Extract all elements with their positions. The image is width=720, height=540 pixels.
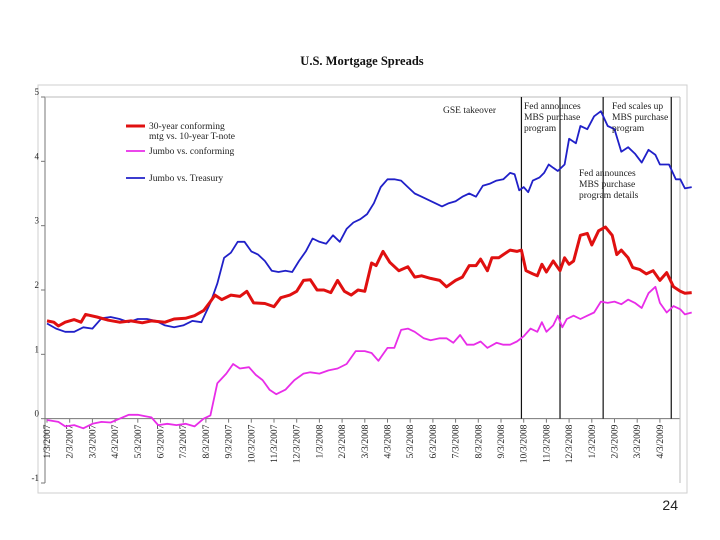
y-tick-label: 3 [35,216,40,226]
x-tick-label: 10/3/2008 [520,424,530,463]
series-line [46,110,692,333]
x-tick-label: 9/3/2008 [497,424,507,458]
y-tick-label: 1 [35,344,40,354]
x-tick-label: 12/3/2008 [565,424,575,463]
x-tick-label: 10/3/2007 [247,424,257,463]
series-line [46,285,692,430]
legend-label: 30-year conforming [149,121,225,132]
y-tick-label: 5 [35,87,40,97]
x-tick-label: 8/3/2008 [474,424,484,458]
x-tick-label: 11/3/2007 [270,424,280,462]
x-tick-label: 11/3/2008 [542,424,552,462]
series-line [46,225,692,328]
x-tick-label: 1/3/2009 [588,424,598,458]
event-annotation-line: MBS purchase [524,113,580,123]
event-annotation: GSE takeover [443,106,497,116]
x-tick-label: 3/3/2007 [88,424,98,458]
x-tick-label: 6/3/2007 [157,424,167,458]
y-tick-label: 2 [35,280,40,290]
x-tick-label: 12/3/2007 [293,424,303,463]
x-tick-label: 5/3/2008 [406,424,416,458]
x-tick-label: 2/3/2008 [338,424,348,458]
event-annotation-line: program [612,124,645,134]
x-tick-label: 6/3/2008 [429,424,439,458]
event-annotation-line: GSE takeover [443,106,497,116]
legend-label: Jumbo vs. Treasury [149,174,223,184]
event-annotation-line: program details [579,191,639,201]
page-number: 24 [662,497,678,513]
x-tick-label: 2/3/2007 [66,424,76,458]
x-tick-label: 2/3/2009 [611,424,621,458]
event-annotation-line: Fed announces [579,169,636,179]
x-tick-label: 4/3/2008 [384,424,394,458]
event-annotation-line: Fed scales up [612,102,663,112]
x-tick-label: 3/3/2008 [361,424,371,458]
x-tick-label: 9/3/2007 [225,424,235,458]
x-tick-label: 4/3/2007 [111,424,121,458]
y-tick-label: 0 [35,409,40,419]
x-tick-label: 7/3/2008 [452,424,462,458]
x-tick-label: 8/3/2007 [202,424,212,458]
chart-title: U.S. Mortgage Spreads [300,54,424,68]
y-tick-label: 4 [35,151,40,161]
x-tick-label: 1/3/2008 [315,424,325,458]
x-tick-label: 1/3/2007 [43,424,53,458]
event-annotation-line: program [524,124,557,134]
x-tick-label: 3/3/2009 [633,424,643,458]
x-tick-label: 4/3/2009 [656,424,666,458]
event-annotation-line: MBS purchase [579,180,635,190]
event-annotation-line: Fed announces [524,102,581,112]
chart-frame [37,84,688,494]
x-tick-label: 7/3/2007 [179,424,189,458]
event-annotation-line: MBS purchase [612,113,668,123]
y-tick-label: -1 [32,473,40,483]
x-tick-label: 5/3/2007 [134,424,144,458]
legend-label: mtg vs. 10-year T-note [149,132,235,142]
legend-label: Jumbo vs. conforming [149,146,234,157]
